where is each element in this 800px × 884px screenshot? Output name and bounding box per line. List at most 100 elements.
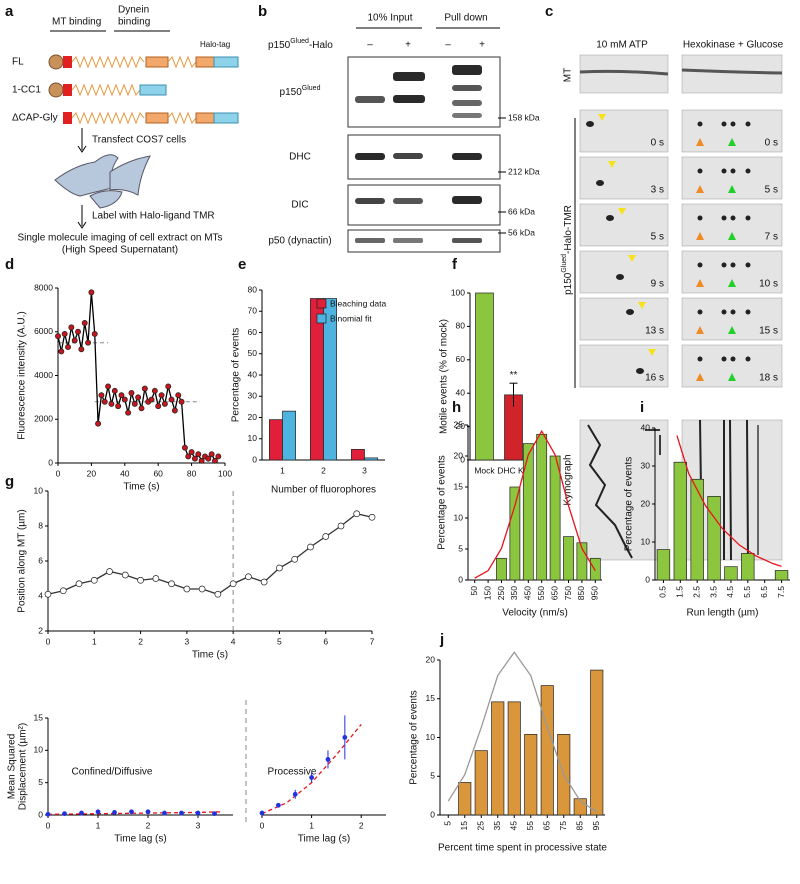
x-tick-label: 0	[260, 820, 265, 830]
point	[145, 809, 151, 815]
blot-label: DHC	[289, 152, 311, 163]
arrowhead	[696, 326, 704, 334]
x-tick-label: 5	[277, 636, 282, 646]
decoration	[452, 65, 482, 75]
point	[81, 320, 88, 326]
spot	[721, 215, 727, 221]
spot	[697, 215, 703, 221]
sign: +	[479, 40, 485, 51]
spot	[730, 215, 736, 221]
point	[68, 324, 75, 331]
y-tick-label: 60	[456, 354, 466, 364]
y-tick-label: 70	[248, 306, 258, 316]
x-tick-label: 0	[46, 820, 51, 830]
time-label: 5 s	[765, 185, 778, 196]
y-tick-label: 60	[248, 327, 258, 337]
chart-title: Processive	[268, 767, 317, 778]
bar	[536, 433, 548, 581]
legend-label: Bleaching data	[330, 298, 387, 308]
y-tick-label: 30	[248, 391, 258, 401]
row-label: MT	[563, 68, 574, 82]
spot	[745, 262, 751, 268]
y-tick-label: 2000	[34, 414, 53, 424]
panel-a: MT binding Dynein binding Halo-tag FL 1-…	[12, 5, 239, 256]
decoration	[355, 65, 482, 243]
panel-label: a	[5, 3, 14, 20]
decoration	[579, 419, 669, 561]
y-tick-label: 6000	[34, 326, 53, 336]
y-tick-label: 10	[426, 732, 436, 742]
point	[88, 289, 95, 296]
bar	[491, 701, 505, 816]
point	[135, 394, 142, 401]
time-label: 13 s	[645, 326, 664, 337]
bar	[475, 292, 494, 461]
bar	[351, 449, 365, 461]
column-header: Pull down	[444, 13, 487, 24]
point	[215, 453, 222, 460]
time-label: 0 s	[651, 138, 664, 149]
y-tick-label: 10	[34, 485, 44, 495]
point	[368, 513, 376, 521]
bar	[323, 298, 337, 461]
y-axis-label: Percentage of events	[437, 455, 448, 550]
bar	[458, 782, 472, 816]
y-axis-label: Motile events (% of mock)	[439, 319, 450, 434]
significance-label: **	[510, 370, 518, 381]
y-tick-label: 0	[458, 574, 463, 584]
label-part: p150	[268, 40, 291, 51]
time-label: 18 s	[759, 373, 778, 384]
point	[307, 543, 314, 551]
y-tick-label: 20	[456, 421, 466, 431]
point	[198, 585, 206, 593]
decoration	[89, 190, 123, 209]
point	[90, 576, 98, 584]
spot	[596, 180, 604, 186]
spot	[745, 121, 751, 127]
decoration	[347, 184, 501, 226]
column-header: 10% Input	[367, 13, 412, 24]
y-tick-label: 0	[252, 454, 257, 464]
x-tick-label: 2.5	[691, 586, 701, 598]
point	[276, 564, 283, 572]
x-tick-label: 6.5	[759, 586, 769, 598]
result-label: (High Speed Supernatant)	[62, 245, 178, 256]
point	[178, 398, 185, 405]
spot	[697, 121, 703, 127]
bar	[589, 557, 601, 581]
spot	[730, 309, 736, 315]
spot	[721, 121, 727, 127]
point	[75, 580, 83, 588]
sign: –	[367, 40, 373, 51]
arrowhead	[628, 255, 636, 262]
x-tick-label: 15	[459, 821, 469, 831]
decoration	[48, 54, 64, 70]
x-tick-label: 85	[575, 821, 585, 831]
construct-label: FL	[12, 57, 24, 68]
y-tick-label: 2	[38, 625, 43, 635]
point	[259, 810, 265, 816]
decoration	[393, 72, 425, 81]
point	[137, 576, 144, 584]
arrowhead	[728, 373, 736, 381]
point	[165, 383, 172, 390]
x-tick-label: 1	[309, 820, 314, 830]
panel-label: b	[258, 3, 267, 20]
decoration	[355, 238, 385, 243]
point	[115, 403, 122, 410]
y-axis-label: Displacement (µm²)	[18, 723, 29, 810]
y-tick-label: 4	[38, 590, 43, 600]
y-tick-label: 10	[454, 512, 464, 522]
point	[78, 346, 85, 353]
bar	[549, 455, 561, 581]
point	[151, 387, 158, 394]
x-tick-label: 1	[96, 820, 101, 830]
decoration	[71, 83, 141, 97]
x-axis-label: Time lag (s)	[298, 834, 350, 845]
y-tick-label: 80	[248, 284, 258, 294]
spot	[721, 168, 727, 174]
spot	[626, 309, 634, 315]
point	[168, 396, 175, 403]
sign: +	[405, 40, 411, 51]
decoration	[167, 55, 197, 69]
